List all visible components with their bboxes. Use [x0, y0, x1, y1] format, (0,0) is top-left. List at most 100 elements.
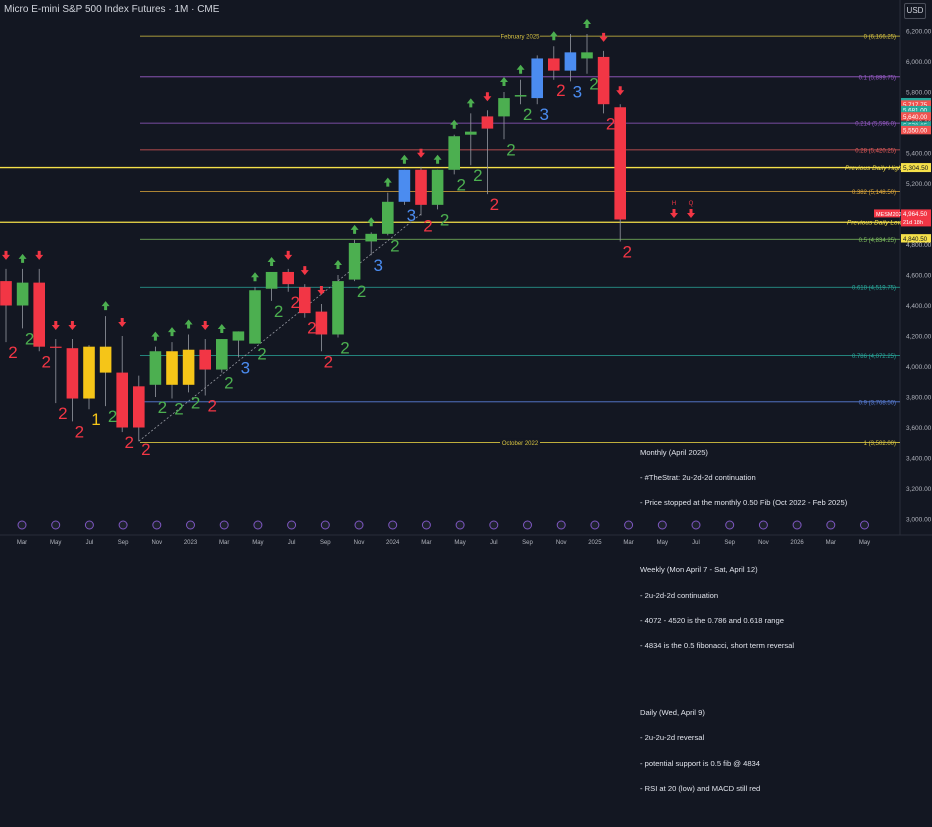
- chart-area[interactable]: 6,200.006,000.005,800.005,600.005,400.00…: [0, 0, 932, 550]
- x-tick-label: Nov: [556, 540, 567, 546]
- x-tick-label: Mar: [623, 540, 633, 546]
- x-tick-label: 2025: [588, 540, 602, 546]
- note-line: - 2u-2d-2d continuation: [640, 590, 719, 600]
- fib-level-label: 0.5 (4,834.25): [859, 238, 896, 244]
- note-line: - RSI at 20 (low) and MACD still red: [640, 783, 761, 793]
- up-arrow-icon: [184, 319, 193, 329]
- y-tick-label: 3,200.00: [906, 486, 932, 493]
- chart-title: Micro E-mini S&P 500 Index Futures · 1M …: [4, 4, 220, 15]
- candle-body: [133, 386, 145, 428]
- event-marker-icon: [489, 520, 499, 530]
- candle-body: [498, 98, 510, 117]
- fib-tag-label: October 2022: [502, 441, 539, 447]
- y-tick-label: 3,600.00: [906, 425, 932, 432]
- candle-body: [282, 271, 294, 285]
- strat-number-label: 2: [456, 175, 465, 194]
- up-arrow-icon: [151, 331, 160, 341]
- y-tick-label: 5,800.00: [906, 90, 932, 97]
- candle-body: [299, 287, 311, 314]
- candle-body: [0, 281, 12, 306]
- event-marker-icon: [17, 520, 27, 530]
- event-marker-icon: [118, 520, 128, 530]
- event-marker-icon: [51, 520, 61, 530]
- strat-number-label: 2: [440, 210, 449, 229]
- candle-body: [448, 136, 460, 170]
- up-arrow-icon: [350, 224, 359, 234]
- strat-number-label: 3: [373, 256, 382, 275]
- candle-body: [315, 311, 328, 335]
- fib-level-label: 1 (3,502.00): [864, 441, 896, 447]
- note-line: Daily (Wed, April 9): [640, 708, 705, 718]
- candle-body: [481, 116, 494, 129]
- event-marker-icon: [354, 520, 364, 530]
- symbol-tag: [874, 209, 900, 218]
- candle-body: [66, 348, 79, 399]
- price-tag-label: 5,550.00: [903, 128, 928, 135]
- event-marker-icon: [657, 520, 667, 530]
- y-tick-label: 4,000.00: [906, 364, 932, 371]
- down-arrow-icon: [51, 321, 60, 331]
- fib-level-label: 0.9 (3,768.50): [859, 400, 896, 406]
- candle-body: [16, 282, 29, 306]
- strat-number-label: 2: [622, 242, 631, 261]
- price-chart[interactable]: 6,200.006,000.005,800.005,600.005,400.00…: [0, 0, 932, 550]
- prev-daily-high-label: Previous Daily High: [845, 165, 902, 172]
- note-line: - Price stopped at the monthly 0.50 Fib …: [640, 498, 848, 508]
- down-arrow-icon: [616, 86, 625, 96]
- candle-body: [216, 339, 228, 370]
- price-tag: [901, 100, 931, 109]
- strat-number-label: 2: [490, 195, 499, 214]
- up-arrow-icon: [168, 327, 176, 337]
- candle-body: [431, 169, 444, 205]
- prev-daily-high-price: 5,304.50: [903, 165, 929, 172]
- x-tick-label: Nov: [151, 540, 162, 546]
- strat-number-label: 2: [340, 339, 349, 358]
- note-line: - 2u-2u-2d reversal: [640, 733, 705, 743]
- y-tick-label: 3,400.00: [906, 456, 932, 463]
- strat-number-label: 2: [124, 433, 133, 452]
- strat-number-label: 2: [390, 236, 399, 255]
- x-tick-label: Sep: [522, 540, 533, 546]
- strat-number-label: 2: [108, 407, 117, 426]
- candle-body: [365, 233, 377, 242]
- y-tick-label: 6,000.00: [906, 59, 932, 66]
- candle-body: [149, 351, 162, 385]
- up-arrow-icon: [251, 272, 259, 282]
- trend-line: [138, 213, 422, 442]
- event-marker-icon: [455, 520, 465, 530]
- y-tick-label: 5,400.00: [906, 151, 932, 158]
- candle-body: [332, 281, 344, 335]
- prev-daily-low-label: Previous Daily Low: [847, 220, 904, 227]
- strat-number-label: 2: [473, 166, 482, 185]
- x-tick-label: 2026: [790, 540, 804, 546]
- analysis-notes: Monthly (April 2025) - #TheStrat: 2u-2d-…: [640, 415, 847, 827]
- candle-body: [265, 271, 278, 289]
- last-price-tag: [901, 209, 931, 227]
- event-marker-icon: [84, 520, 94, 530]
- x-tick-label: Nov: [354, 540, 365, 546]
- strat-number-label: 2: [207, 396, 216, 415]
- strat-number-label: 2: [606, 114, 615, 133]
- event-marker-icon: [624, 520, 634, 530]
- fib-level-label: 0.618 (4,519.75): [852, 286, 896, 292]
- up-arrow-icon: [18, 253, 27, 263]
- y-tick-label: 6,200.00: [906, 29, 932, 36]
- down-arrow-icon: [284, 250, 293, 260]
- prev-daily-high-tag: [901, 163, 931, 173]
- up-arrow-icon: [516, 64, 525, 74]
- currency-button[interactable]: USD: [904, 3, 926, 19]
- event-marker-icon: [388, 520, 398, 530]
- candle-body: [548, 58, 560, 71]
- x-tick-label: Mar: [17, 540, 27, 546]
- y-tick-label: 4,200.00: [906, 334, 932, 341]
- down-arrow-icon: [483, 92, 492, 102]
- down-arrow-icon: [317, 285, 326, 295]
- y-tick-label: 3,000.00: [906, 517, 932, 524]
- strat-number-label: 2: [307, 319, 316, 338]
- event-marker-icon: [523, 520, 532, 530]
- x-tick-label: May: [454, 540, 465, 546]
- note-line: Weekly (Mon April 7 - Sat, April 12): [640, 565, 758, 575]
- last-price-label: 4,964.50: [903, 211, 928, 218]
- event-marker-icon: [253, 520, 263, 530]
- fib-level-label: 0.1 (5,899.75): [859, 75, 896, 81]
